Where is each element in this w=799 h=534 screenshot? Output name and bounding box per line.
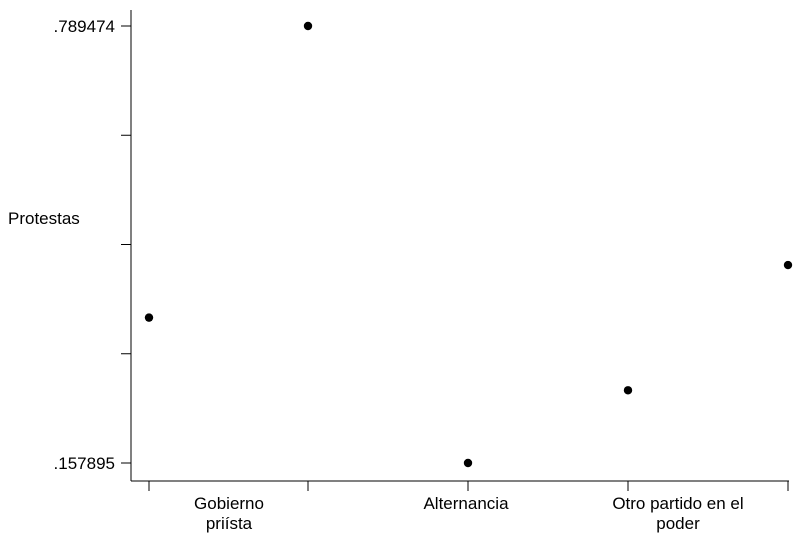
x-category-label: Otro partido en el poder	[612, 494, 743, 533]
y-axis-tick-labels: .157895 .789474	[54, 17, 115, 473]
x-axis-ticks	[148, 481, 789, 491]
x-category-label: Gobierno priísta	[194, 494, 264, 533]
axes	[130, 10, 789, 482]
data-points	[144, 21, 793, 468]
data-point	[463, 458, 473, 468]
data-point	[623, 386, 633, 395]
data-point	[144, 313, 154, 322]
y-tick-label: .789474	[54, 17, 115, 36]
data-point	[303, 21, 313, 31]
y-axis-ticks	[121, 25, 131, 464]
x-category-label: Alternancia	[423, 494, 509, 513]
data-point	[783, 260, 793, 270]
y-tick-label: .157895	[54, 454, 115, 473]
y-axis-label: Protestas	[8, 209, 80, 228]
x-axis-category-labels: Gobierno priísta Alternancia Otro partido e…	[194, 494, 744, 533]
